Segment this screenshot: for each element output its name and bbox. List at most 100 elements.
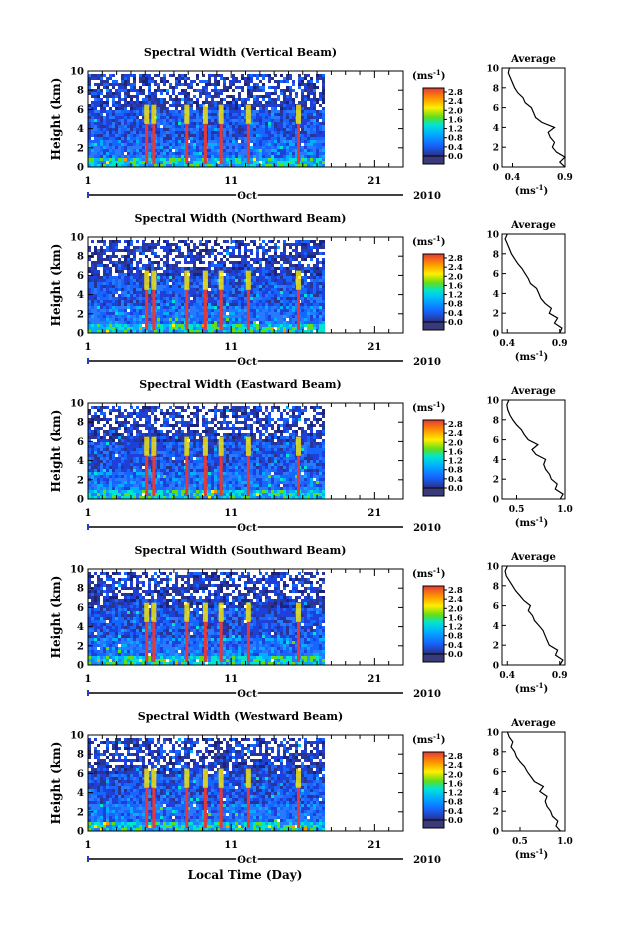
heatmap-cell — [115, 249, 118, 252]
heatmap-cell — [307, 86, 310, 89]
heatmap-cell — [259, 267, 262, 270]
heatmap-cell — [211, 110, 214, 113]
heatmap-cell — [94, 478, 97, 481]
heatmap-cell — [322, 273, 325, 276]
heatmap-cell — [190, 294, 193, 297]
heatmap-cell — [268, 155, 271, 158]
heatmap-cell — [292, 309, 295, 312]
heatmap-cell — [253, 86, 256, 89]
heatmap-cell — [148, 276, 151, 279]
heatmap-cell — [112, 152, 115, 155]
heatmap-cell — [103, 80, 106, 83]
heatmap-cell — [88, 409, 91, 412]
heatmap-cell — [97, 128, 100, 131]
heatmap-cell — [265, 125, 268, 128]
heatmap-cell — [286, 119, 289, 122]
heatmap-cell — [172, 98, 175, 101]
heatmap-cell — [88, 327, 91, 330]
heatmap-cell — [166, 252, 169, 255]
heatmap-cell — [316, 297, 319, 300]
heatmap-cell — [160, 288, 163, 291]
heatmap-cell — [139, 164, 142, 167]
heatmap-cell — [286, 306, 289, 309]
heatmap-cell — [304, 330, 307, 333]
heatmap-cell — [214, 276, 217, 279]
heatmap-cell — [190, 137, 193, 140]
heatmap-cell — [190, 119, 193, 122]
heatmap-cell — [316, 116, 319, 119]
heatmap-cell — [115, 321, 118, 324]
heatmap-cell — [133, 249, 136, 252]
heatmap-cell — [280, 92, 283, 95]
heatmap-cell — [187, 321, 190, 324]
heatmap-cell — [274, 276, 277, 279]
heatmap-cell — [121, 158, 124, 161]
heatmap-cell — [253, 291, 256, 294]
heatmap-cell — [160, 134, 163, 137]
heatmap-cell — [295, 161, 298, 164]
heatmap-cell — [220, 101, 223, 104]
heatmap-cell — [229, 300, 232, 303]
heatmap-cell — [133, 89, 136, 92]
heatmap-cell — [256, 282, 259, 285]
heatmap-cell — [310, 252, 313, 255]
heatmap-cell — [115, 445, 118, 448]
heatmap-cell — [229, 297, 232, 300]
heatmap-cell — [250, 279, 253, 282]
heatmap-cell — [304, 104, 307, 107]
heatmap-cell — [274, 252, 277, 255]
heatmap-cell — [100, 300, 103, 303]
heatmap-cell — [181, 303, 184, 306]
heatmap-cell — [253, 83, 256, 86]
heatmap-cell — [100, 303, 103, 306]
heatmap-cell — [235, 86, 238, 89]
heatmap-cell — [88, 122, 91, 125]
heatmap-cell — [193, 285, 196, 288]
heatmap-cell — [235, 318, 238, 321]
heatmap-cell — [97, 282, 100, 285]
heatmap-cell — [148, 143, 151, 146]
heatmap-cell — [277, 315, 280, 318]
heatmap-cell — [250, 315, 253, 318]
heatmap-cell — [307, 297, 310, 300]
heatmap-cell — [301, 158, 304, 161]
heatmap-cell — [157, 324, 160, 327]
heatmap-cell — [175, 327, 178, 330]
heatmap-cell — [259, 104, 262, 107]
heatmap-cell — [94, 119, 97, 122]
heatmap-cell — [286, 143, 289, 146]
heatmap-cell — [124, 484, 127, 487]
heatmap-cell — [121, 134, 124, 137]
heatmap-cell — [112, 122, 115, 125]
heatmap-cell — [121, 122, 124, 125]
heatmap-cell — [268, 264, 271, 267]
heatmap-cell — [265, 321, 268, 324]
heatmap-cell — [295, 155, 298, 158]
heatmap-cell — [211, 149, 214, 152]
heatmap-cell — [214, 258, 217, 261]
heatmap-cell — [265, 101, 268, 104]
heatmap-cell — [100, 77, 103, 80]
heatmap-cell — [322, 270, 325, 273]
heatmap-cell — [319, 300, 322, 303]
heatmap-cell — [109, 424, 112, 427]
heatmap-cell — [160, 324, 163, 327]
heatmap-cell — [244, 155, 247, 158]
heatmap-cell — [118, 306, 121, 309]
heatmap-cell — [226, 140, 229, 143]
heatmap-cell — [148, 80, 151, 83]
heatmap-cell — [154, 74, 157, 77]
heatmap-cell — [193, 324, 196, 327]
heatmap-cell — [232, 149, 235, 152]
heatmap-cell — [268, 279, 271, 282]
heatmap-cell — [268, 282, 271, 285]
heatmap-cell — [229, 80, 232, 83]
heatmap-cell — [316, 321, 319, 324]
heatmap-cell — [214, 122, 217, 125]
heatmap-cell — [97, 439, 100, 442]
heatmap-cell — [208, 297, 211, 300]
heatmap-cell — [124, 161, 127, 164]
heatmap-cell — [190, 98, 193, 101]
heatmap-cell — [208, 267, 211, 270]
heatmap-cell — [88, 116, 91, 119]
